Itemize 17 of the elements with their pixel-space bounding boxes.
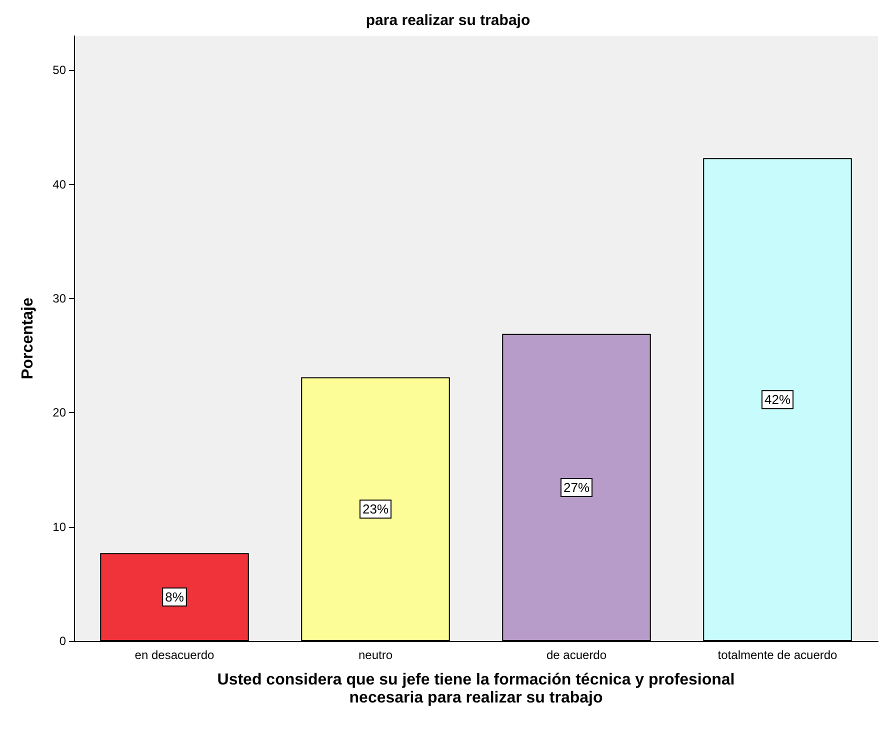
data-label: 23%: [362, 502, 389, 517]
y-tick-label: 50: [52, 63, 66, 78]
chart-title: para realizar su trabajo: [366, 12, 530, 29]
data-label: 42%: [764, 392, 791, 408]
x-tick-label: de acuerdo: [546, 648, 607, 662]
y-tick-label: 20: [52, 406, 66, 420]
y-tick-label: 30: [52, 292, 66, 306]
data-label: 27%: [563, 480, 590, 495]
x-tick-label: neutro: [358, 648, 393, 662]
y-axis-title: Porcentaje: [20, 297, 36, 380]
data-label: 8%: [165, 590, 184, 605]
x-tick-label: totalmente de acuerdo: [718, 648, 838, 662]
y-tick-label: 10: [52, 520, 66, 534]
y-tick-label: 40: [52, 177, 66, 192]
x-axis-title: Usted considera que su jefe tiene la formación técnica y profesional necesaria para realizar su trabajo: [217, 672, 735, 706]
y-tick-label: 0: [59, 634, 66, 648]
x-tick-label: en desacuerdo: [134, 648, 215, 662]
